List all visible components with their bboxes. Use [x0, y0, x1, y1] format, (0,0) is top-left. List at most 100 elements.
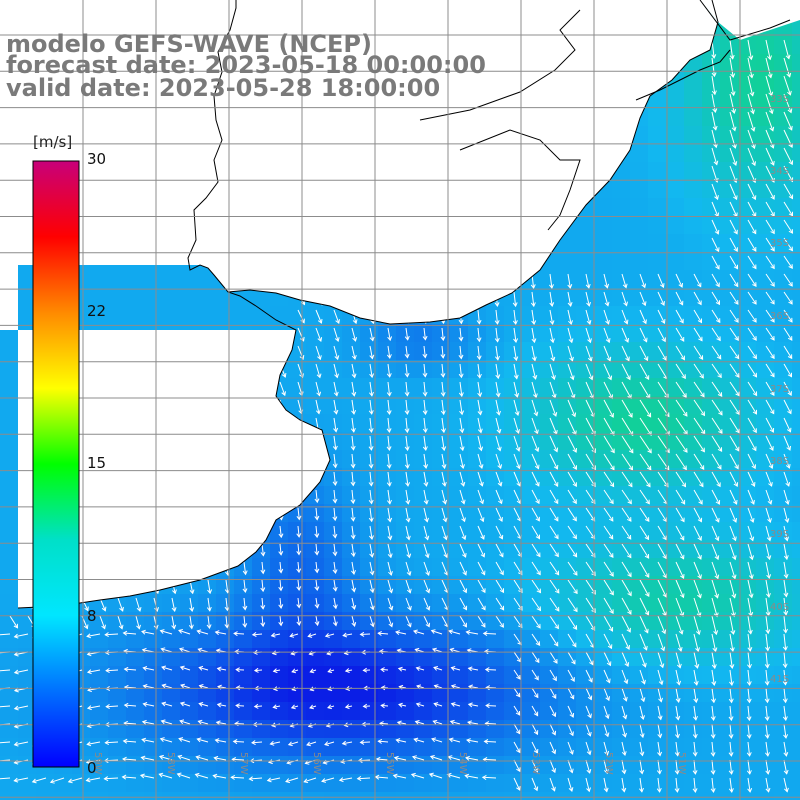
wind-arrow-head [639, 787, 644, 793]
wind-arrow-head [535, 516, 540, 522]
wind-arrow [459, 525, 466, 540]
wind-arrow-head [586, 768, 592, 774]
wind-cell [738, 396, 757, 415]
wind-arrow-head [49, 778, 55, 784]
wind-arrow-head [767, 518, 772, 524]
wind-arrow-head [332, 551, 338, 557]
wind-arrow [711, 237, 720, 252]
wind-arrow [765, 633, 769, 651]
wind-arrow-head [646, 412, 652, 418]
wind-cell [612, 270, 631, 289]
wind-arrow [603, 741, 608, 755]
wind-arrow-head [622, 714, 628, 720]
wind-cell [324, 342, 343, 361]
wind-arrow [309, 705, 317, 709]
wind-arrow [87, 633, 101, 637]
wind-arrow [747, 525, 754, 541]
wind-cell [126, 684, 145, 703]
wind-arrow [495, 543, 504, 557]
wind-arrow [333, 543, 336, 556]
wind-arrow [378, 632, 389, 635]
wind-arrow-head [700, 411, 706, 417]
wind-arrow-head [664, 482, 669, 488]
wind-arrow [711, 633, 717, 652]
wind-arrow-head [568, 787, 574, 793]
wind-arrow-head [442, 499, 448, 505]
wind-cell [72, 792, 91, 800]
wind-arrow [675, 453, 687, 470]
wind-cell [666, 540, 685, 559]
wind-arrow [783, 39, 790, 59]
wind-cell [522, 486, 541, 505]
wind-cell [558, 234, 577, 253]
wind-arrow-head [693, 680, 699, 686]
wind-cell [648, 684, 667, 703]
wind-arrow [495, 507, 503, 522]
wind-cell [342, 378, 361, 397]
wind-arrow-head [316, 373, 322, 379]
wind-arrow [711, 525, 719, 541]
wind-arrow-head [141, 737, 147, 743]
wind-arrow-head [733, 499, 738, 505]
wind-cell [108, 270, 127, 289]
wind-cell [558, 684, 577, 703]
wind-arrow [711, 723, 714, 738]
wind-cell [504, 360, 523, 379]
wind-arrow [160, 630, 173, 635]
wind-arrow [285, 777, 299, 783]
wind-arrow-head [664, 465, 670, 471]
wind-arrow [235, 723, 245, 725]
wind-arrow [567, 687, 575, 700]
wind-arrow [451, 685, 461, 689]
wind-cell [594, 270, 613, 289]
wind-arrow-head [788, 246, 793, 252]
wind-cell [792, 162, 800, 181]
wind-cell [666, 432, 685, 451]
wind-cell [540, 306, 559, 325]
wind-arrow [180, 666, 191, 671]
wind-arrow-head [369, 622, 375, 628]
wind-cell [450, 774, 469, 793]
wind-arrow-head [465, 755, 470, 761]
wind-cell [612, 486, 631, 505]
wind-arrow [783, 651, 786, 668]
wind-arrow [675, 471, 686, 487]
wind-arrow [639, 489, 650, 504]
wind-cell [684, 558, 703, 577]
wind-arrow [729, 273, 739, 287]
wind-cell [594, 216, 613, 235]
wind-cell [144, 702, 163, 721]
wind-arrow-head [660, 301, 665, 306]
wind-arrow-head [589, 660, 594, 666]
wind-arrow [333, 327, 339, 342]
wind-arrow [783, 57, 791, 77]
wind-arrow [513, 363, 518, 379]
wind-arrow [243, 615, 246, 627]
wind-arrow-head [415, 666, 421, 672]
wind-cell [342, 450, 361, 469]
wind-arrow [621, 399, 633, 418]
wind-arrow [339, 777, 353, 781]
wind-arrow-head [572, 465, 577, 471]
wind-cell [792, 432, 800, 451]
wind-cell [432, 360, 451, 379]
wind-arrow-head [572, 552, 578, 558]
wind-arrow [549, 597, 560, 612]
wind-arrow [549, 543, 559, 557]
wind-arrow-head [189, 607, 195, 612]
wind-arrow-head [334, 355, 340, 361]
wind-cell [342, 702, 361, 721]
wind-cell [288, 558, 307, 577]
wind-arrow [765, 201, 775, 217]
wind-arrow-head [714, 593, 719, 599]
wind-arrow-head [679, 337, 685, 342]
wind-arrow-head [590, 499, 596, 505]
wind-arrow-head [369, 535, 374, 541]
wind-arrow [675, 363, 686, 379]
wind-cell [216, 576, 235, 595]
wind-cell [720, 36, 739, 55]
wind-arrow [675, 273, 683, 288]
wind-cell [180, 648, 199, 667]
wind-arrow [531, 327, 535, 343]
wind-cell [198, 630, 217, 649]
